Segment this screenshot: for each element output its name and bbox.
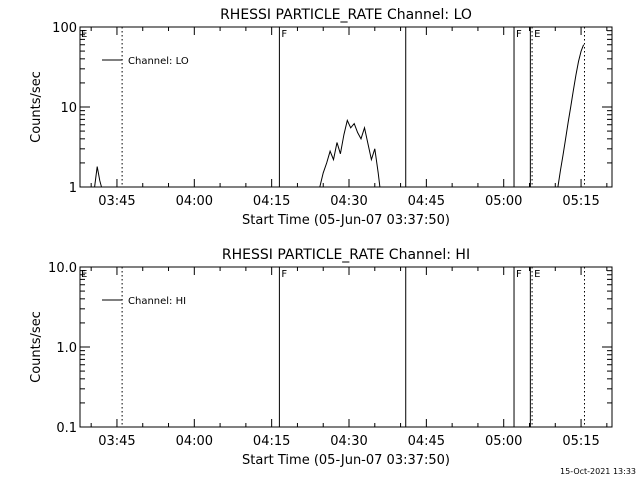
y-tick-label: 10.0	[48, 261, 77, 276]
series-line-segment	[557, 44, 585, 188]
y-axis-label: Counts/sec	[29, 71, 44, 143]
x-tick-label: 05:15	[562, 194, 599, 209]
x-tick-label: 03:45	[98, 434, 135, 449]
x-tick-label: 03:45	[98, 194, 135, 209]
x-tick-label: 04:30	[330, 194, 367, 209]
chart-title: RHESSI PARTICLE_RATE Channel: HI	[222, 247, 470, 263]
series-line-segment	[94, 166, 102, 188]
x-tick-label: 04:00	[176, 434, 213, 449]
x-tick-label: 05:00	[485, 434, 522, 449]
event-marker-label: E	[534, 29, 540, 40]
y-tick-label: 10	[60, 101, 77, 116]
lo-channel-panel: RHESSI PARTICLE_RATE Channel: LO Start Ti…	[29, 7, 613, 228]
y-tick-label: 1	[69, 181, 77, 196]
x-tick-label: 04:15	[253, 194, 290, 209]
hi-channel-panel: RHESSI PARTICLE_RATE Channel: HI Start Ti…	[29, 247, 613, 468]
x-tick-label: 04:45	[408, 434, 445, 449]
x-tick-label: 04:45	[408, 194, 445, 209]
event-marker-label: E	[81, 269, 87, 280]
event-marker-label: F	[516, 269, 522, 280]
x-tick-label: 05:00	[485, 194, 522, 209]
legend-label: Channel: HI	[128, 296, 186, 307]
event-marker-label: F	[281, 29, 287, 40]
y-tick-label: 0.1	[56, 421, 77, 436]
event-marker-label: F	[281, 269, 287, 280]
event-marker-label: E	[534, 269, 540, 280]
y-axis-label: Counts/sec	[29, 311, 44, 383]
series-line-segment	[319, 118, 381, 188]
timestamp: 15-Oct-2021 13:33	[560, 467, 636, 476]
event-marker-label: E	[81, 29, 87, 40]
x-tick-label: 05:15	[562, 434, 599, 449]
x-axis-label: Start Time (05-Jun-07 03:37:50)	[242, 453, 450, 468]
chart-title: RHESSI PARTICLE_RATE Channel: LO	[220, 7, 472, 23]
x-axis-label: Start Time (05-Jun-07 03:37:50)	[242, 213, 450, 228]
event-marker-label: F	[516, 29, 522, 40]
x-tick-label: 04:00	[176, 194, 213, 209]
y-tick-label: 100	[52, 21, 77, 36]
x-tick-label: 04:15	[253, 434, 290, 449]
x-tick-label: 04:30	[330, 434, 367, 449]
legend-label: Channel: LO	[128, 56, 189, 67]
y-tick-label: 1.0	[56, 341, 77, 356]
